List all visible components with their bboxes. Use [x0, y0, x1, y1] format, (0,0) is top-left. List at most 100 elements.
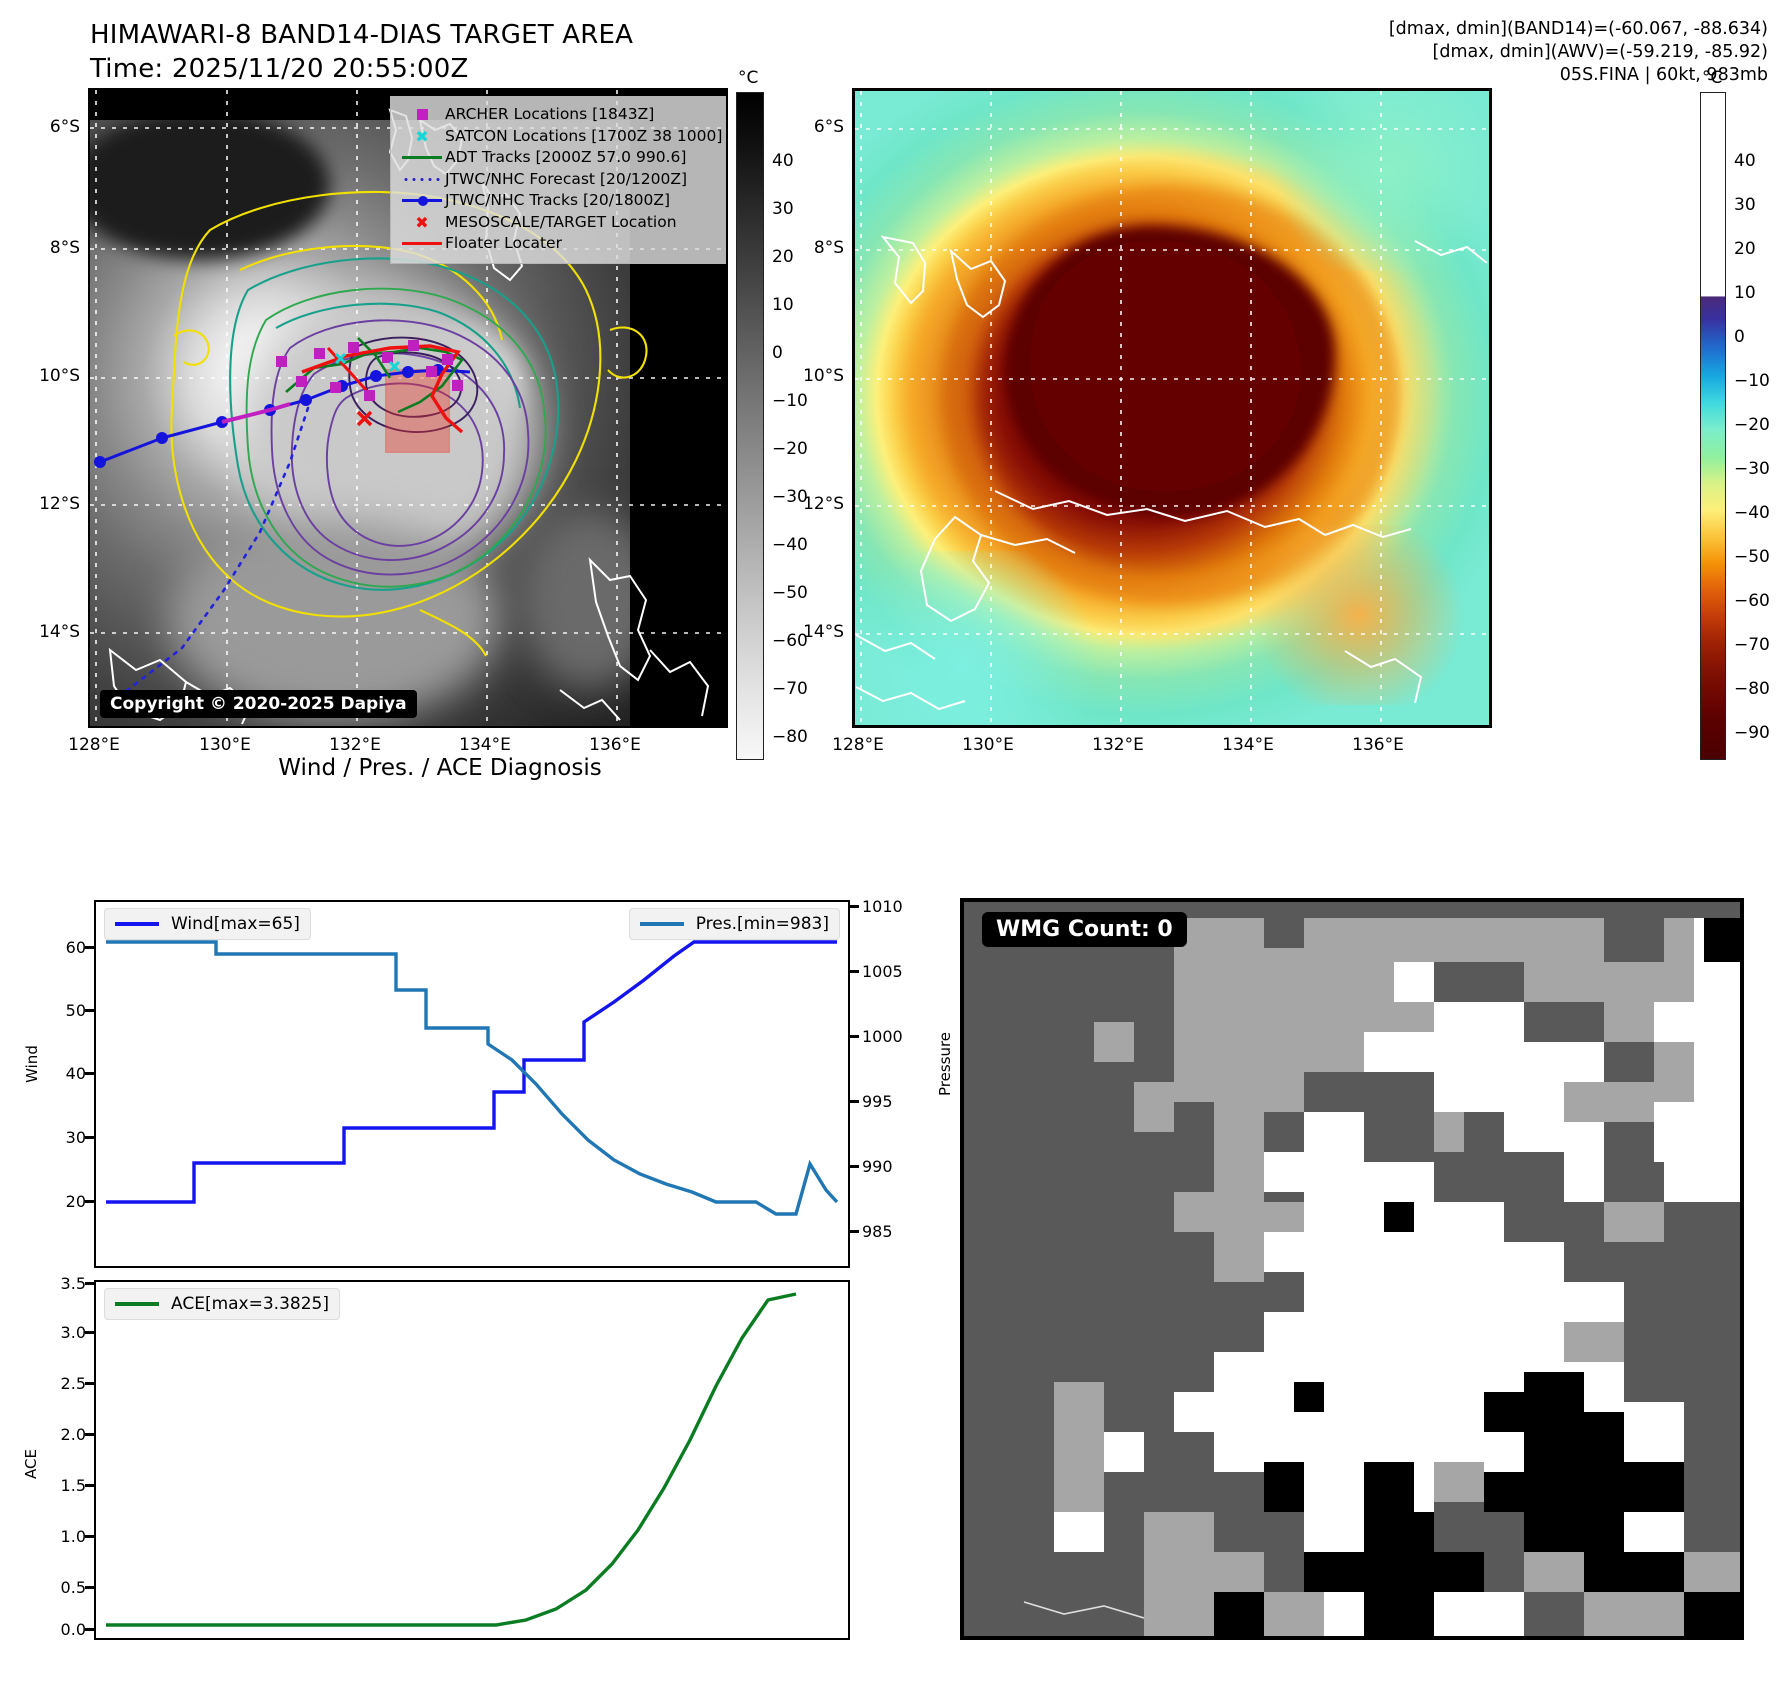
lat-tick-6s-right: 6°S: [813, 117, 844, 137]
wind-legend-swatch: [115, 922, 159, 926]
title-main: HIMAWARI-8 BAND14-DIAS TARGET AREA: [90, 20, 634, 50]
legend-item-adt[interactable]: ADT Tracks [2000Z 57.0 990.6]: [399, 147, 726, 169]
cb-right-tick-0: 0: [1734, 327, 1745, 347]
lon-tick-132e-left: 132°E: [329, 735, 381, 755]
legend-item-jtwc-forecast[interactable]: JTWC/NHC Forecast [20/1200Z]: [399, 169, 726, 191]
cb-left-tick-m20: −20: [772, 439, 808, 459]
cb-left-tick-m80: −80: [772, 727, 808, 747]
magenta-square-icon: [399, 109, 445, 121]
cb-left-tick-40: 40: [772, 151, 794, 171]
legend-label-satcon: SATCON Locations [1700Z 38 1000]: [445, 126, 723, 145]
cb-right-tick-30: 30: [1734, 195, 1756, 215]
cb-right-tick-m90: −90: [1734, 723, 1770, 743]
lon-tick-134e-right: 134°E: [1222, 735, 1274, 755]
ace-tick-mark-15: [85, 1484, 94, 1487]
legend-item-mesoscale[interactable]: ✖ MESOSCALE/TARGET Location: [399, 212, 726, 234]
cyan-x-icon: ✖: [415, 126, 429, 146]
pres-ytick-1000: 1000: [862, 1027, 903, 1046]
legend-label-mesoscale: MESOSCALE/TARGET Location: [445, 212, 677, 231]
lat-tick-10s-right: 10°S: [803, 366, 844, 386]
wmg-mask: [964, 902, 1740, 1636]
copyright-badge: Copyright © 2020-2025 Dapiya: [100, 690, 417, 718]
pres-tick-mark-985: [850, 1230, 859, 1233]
map-legend: ARCHER Locations [1843Z] ✖ SATCON Locati…: [390, 96, 726, 264]
pres-tick-mark-990: [850, 1165, 859, 1168]
band14-map-panel[interactable]: ARCHER Locations [1843Z] ✖ SATCON Locati…: [88, 88, 728, 728]
storm-summary-text: 05S.FINA | 60kt, 983mb: [1559, 65, 1768, 85]
cb-right-tick-m40: −40: [1734, 503, 1770, 523]
wmg-panel[interactable]: WMG Count: 0: [960, 898, 1744, 1640]
legend-item-floater[interactable]: Floater Locater: [399, 233, 726, 255]
ace-series-line: [106, 1292, 797, 1627]
legend-item-jtwc-tracks[interactable]: JTWC/NHC Tracks [20/1800Z]: [399, 190, 726, 212]
wind-tick-mark-40: [85, 1072, 94, 1075]
wind-pressure-chart-panel[interactable]: Wind[max=65] Pres.[min=983]: [94, 900, 850, 1268]
diagnosis-subtitle: Wind / Pres. / ACE Diagnosis: [278, 755, 602, 781]
ace-legend[interactable]: ACE[max=3.3825]: [104, 1288, 340, 1320]
awv-map-panel[interactable]: [852, 88, 1492, 728]
title-timestamp: Time: 2025/11/20 20:55:00Z: [90, 54, 469, 84]
colorbar-gradient-left: [736, 92, 764, 760]
lon-tick-136e-left: 136°E: [589, 735, 641, 755]
ace-tick-mark-25: [85, 1382, 94, 1385]
pres-ytick-1010: 1010: [862, 897, 903, 916]
pres-tick-mark-1005: [850, 970, 859, 973]
ace-tick-mark-35: [85, 1282, 94, 1285]
wind-ytick-40: 40: [65, 1064, 86, 1083]
ace-chart-panel[interactable]: ACE[max=3.3825]: [94, 1280, 850, 1640]
ace-tick-mark-00: [85, 1628, 94, 1631]
awv-image: [855, 91, 1489, 725]
cb-left-tick-20: 20: [772, 247, 794, 267]
lat-tick-8s-left: 8°S: [49, 238, 80, 258]
wind-tick-mark-30: [85, 1136, 94, 1139]
ace-ytick-00: 0.0: [60, 1620, 86, 1639]
lat-tick-6s-left: 6°S: [49, 117, 80, 137]
ace-ytick-05: 0.5: [60, 1578, 86, 1597]
pres-ytick-995: 995: [862, 1092, 893, 1111]
page-title: HIMAWARI-8 BAND14-DIAS TARGET AREA Time:…: [90, 18, 633, 86]
lon-tick-136e-right: 136°E: [1352, 735, 1404, 755]
ace-ytick-25: 2.5: [60, 1374, 86, 1393]
legend-item-archer[interactable]: ARCHER Locations [1843Z]: [399, 104, 726, 126]
wind-legend[interactable]: Wind[max=65]: [104, 908, 311, 940]
lon-tick-128e-right: 128°E: [832, 735, 884, 755]
cb-right-tick-m10: −10: [1734, 371, 1770, 391]
lat-tick-12s-right: 12°S: [803, 494, 844, 514]
lon-tick-130e-right: 130°E: [962, 735, 1014, 755]
dmax-awv-text: [dmax, dmin](AWV)=(-59.219, -85.92): [1432, 42, 1768, 62]
lat-tick-12s-left: 12°S: [39, 494, 80, 514]
pressure-legend[interactable]: Pres.[min=983]: [628, 908, 840, 940]
ace-tick-mark-10: [85, 1535, 94, 1538]
ace-ytick-15: 1.5: [60, 1476, 86, 1495]
pres-ytick-985: 985: [862, 1222, 893, 1241]
ace-tick-mark-20: [85, 1433, 94, 1436]
cb-left-tick-m40: −40: [772, 535, 808, 555]
pres-tick-mark-1010: [850, 905, 859, 908]
pressure-axis-title: Pressure: [936, 1031, 954, 1097]
cb-right-tick-m20: −20: [1734, 415, 1770, 435]
wind-ytick-50: 50: [65, 1001, 86, 1020]
cb-right-tick-10: 10: [1734, 283, 1756, 303]
ace-ytick-10: 1.0: [60, 1527, 86, 1546]
cb-right-tick-m60: −60: [1734, 591, 1770, 611]
legend-label-jtwc-forecast: JTWC/NHC Forecast [20/1200Z]: [445, 169, 688, 188]
ace-ytick-20: 2.0: [60, 1425, 86, 1444]
ace-legend-swatch: [115, 1302, 159, 1306]
lon-tick-128e-left: 128°E: [68, 735, 120, 755]
legend-label-floater: Floater Locater: [445, 234, 562, 252]
cb-left-tick-m10: −10: [772, 391, 808, 411]
legend-item-satcon[interactable]: ✖ SATCON Locations [1700Z 38 1000]: [399, 126, 726, 148]
pres-tick-mark-1000: [850, 1035, 859, 1038]
dmax-band14-text: [dmax, dmin](BAND14)=(-60.067, -88.634): [1388, 19, 1768, 39]
colorbar-unit-right: °C: [1702, 68, 1723, 88]
wind-ytick-20: 20: [65, 1192, 86, 1211]
lon-tick-132e-right: 132°E: [1092, 735, 1144, 755]
wind-ytick-60: 60: [65, 938, 86, 957]
cb-right-tick-40: 40: [1734, 151, 1756, 171]
colorbar-unit-left: °C: [738, 68, 759, 88]
cb-right-tick-20: 20: [1734, 239, 1756, 259]
ace-tick-mark-05: [85, 1586, 94, 1589]
lat-tick-14s-right: 14°S: [803, 622, 844, 642]
wind-series-line: [106, 940, 837, 1204]
cb-left-tick-0: 0: [772, 343, 783, 363]
